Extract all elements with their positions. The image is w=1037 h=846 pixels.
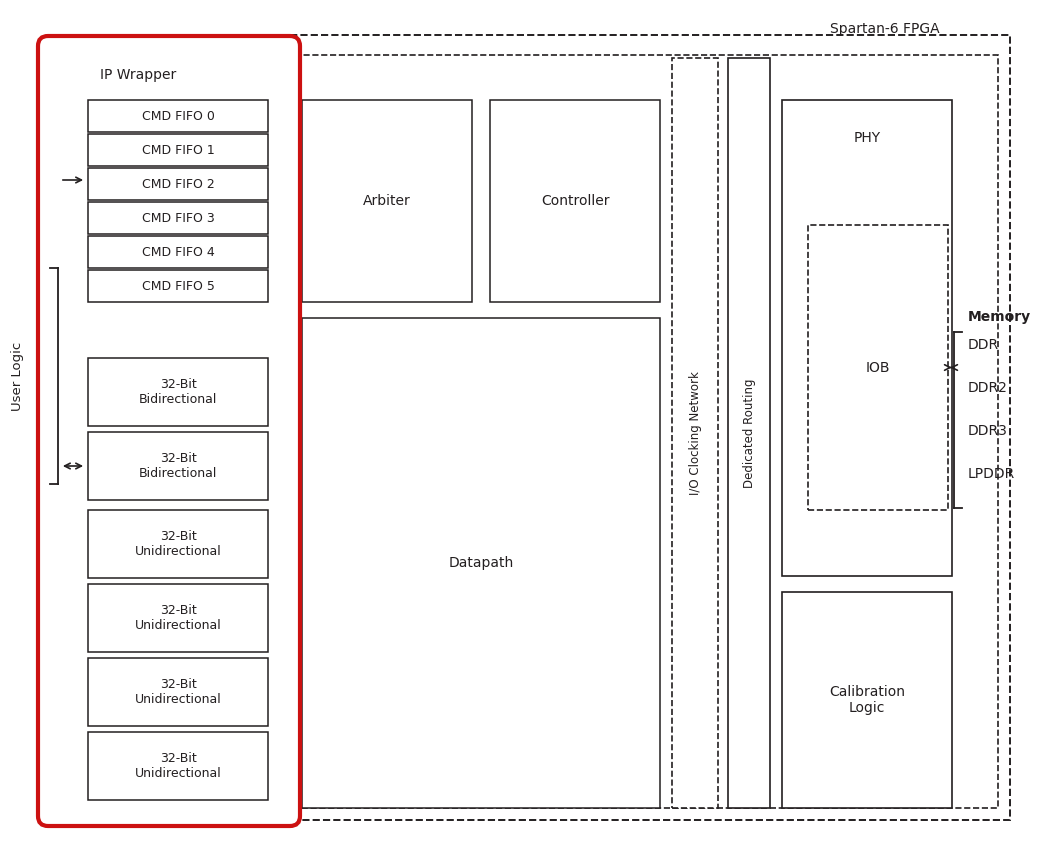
Text: CMD FIFO 3: CMD FIFO 3	[142, 212, 215, 224]
Text: Controller: Controller	[540, 194, 610, 208]
Text: CMD FIFO 4: CMD FIFO 4	[142, 245, 215, 259]
Text: DDR3: DDR3	[968, 424, 1008, 438]
Bar	[88, 358, 268, 426]
Text: 32-Bit
Unidirectional: 32-Bit Unidirectional	[135, 530, 221, 558]
Bar	[88, 236, 268, 268]
Text: IOB: IOB	[866, 360, 890, 375]
Bar	[672, 58, 718, 808]
Bar	[88, 202, 268, 234]
Text: 32-Bit
Unidirectional: 32-Bit Unidirectional	[135, 752, 221, 780]
Bar	[88, 432, 268, 500]
Bar	[728, 58, 770, 808]
FancyBboxPatch shape	[38, 36, 300, 826]
Bar	[808, 225, 948, 510]
Bar	[88, 100, 268, 132]
Text: DDR: DDR	[968, 338, 999, 352]
Text: Datapath: Datapath	[448, 556, 513, 570]
Bar	[302, 100, 472, 302]
Bar	[88, 732, 268, 800]
Bar	[782, 100, 952, 576]
Text: DDR2: DDR2	[968, 381, 1008, 395]
Text: 32-Bit
Bidirectional: 32-Bit Bidirectional	[139, 378, 217, 406]
Bar	[88, 134, 268, 166]
Text: Calibration
Logic: Calibration Logic	[829, 685, 905, 715]
Text: Memory: Memory	[968, 310, 1031, 324]
Text: 32-Bit
Unidirectional: 32-Bit Unidirectional	[135, 678, 221, 706]
Text: Dedicated Routing: Dedicated Routing	[742, 378, 756, 488]
Bar	[88, 270, 268, 302]
Text: 32-Bit
Bidirectional: 32-Bit Bidirectional	[139, 452, 217, 480]
Bar	[88, 658, 268, 726]
Text: LPDDR: LPDDR	[968, 467, 1015, 481]
Text: CMD FIFO 0: CMD FIFO 0	[142, 109, 215, 123]
Text: CMD FIFO 1: CMD FIFO 1	[142, 144, 215, 157]
Bar	[491, 100, 660, 302]
Text: PHY: PHY	[853, 131, 880, 145]
Text: Spartan-6 FPGA: Spartan-6 FPGA	[831, 22, 940, 36]
Text: IP Wrapper: IP Wrapper	[100, 68, 176, 82]
Text: CMD FIFO 5: CMD FIFO 5	[142, 279, 215, 293]
Bar	[72, 55, 998, 808]
Bar	[782, 592, 952, 808]
Bar	[88, 168, 268, 200]
Text: 32-Bit
Unidirectional: 32-Bit Unidirectional	[135, 604, 221, 632]
Text: I/O Clocking Network: I/O Clocking Network	[689, 371, 701, 495]
Bar	[302, 318, 660, 808]
Text: User Logic: User Logic	[11, 342, 25, 410]
Text: Arbiter: Arbiter	[363, 194, 411, 208]
Bar	[88, 584, 268, 652]
Text: CMD FIFO 2: CMD FIFO 2	[142, 178, 215, 190]
Bar	[88, 510, 268, 578]
